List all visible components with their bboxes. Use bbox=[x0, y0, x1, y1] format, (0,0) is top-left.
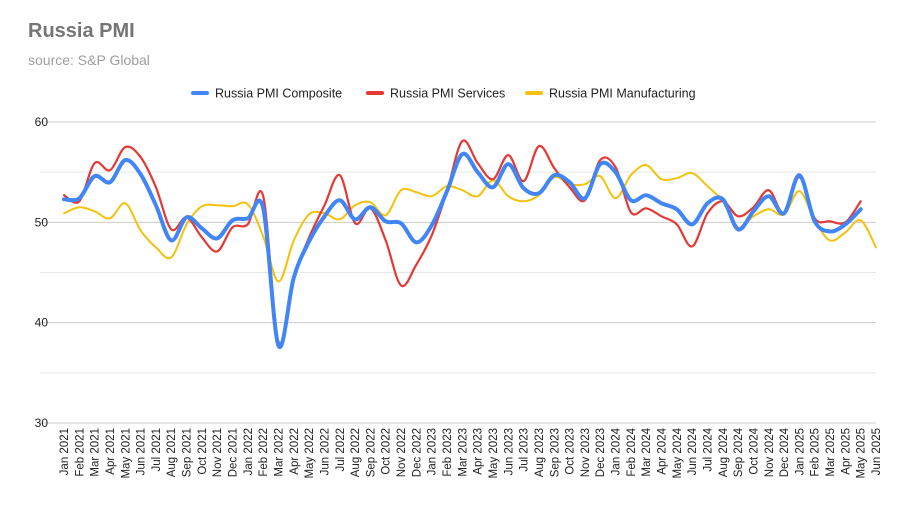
x-tick-label: Jul 2022 bbox=[335, 428, 347, 471]
x-tick-label: Jul 2024 bbox=[702, 427, 714, 471]
x-tick-label: Jan 2022 bbox=[243, 428, 255, 475]
x-tick-label: Jan 2021 bbox=[59, 428, 71, 475]
grid-lines bbox=[40, 121, 876, 424]
x-tick-label: Aug 2021 bbox=[166, 428, 178, 477]
x-tick-label: Apr 2024 bbox=[657, 427, 669, 474]
chart-title: Russia PMI bbox=[28, 20, 135, 42]
x-tick-label: May 2023 bbox=[488, 428, 500, 479]
x-tick-label: Sep 2022 bbox=[365, 428, 377, 477]
x-tick-label: May 2021 bbox=[120, 428, 132, 479]
x-tick-label: Dec 2024 bbox=[779, 427, 791, 477]
x-tick-label: Dec 2022 bbox=[411, 428, 423, 477]
x-tick-label: Jan 2024 bbox=[611, 427, 623, 475]
x-tick-label: Mar 2022 bbox=[273, 428, 285, 477]
y-tick-label: 30 bbox=[35, 416, 49, 430]
x-tick-label: Jun 2022 bbox=[319, 428, 331, 475]
x-tick-label: Mar 2023 bbox=[457, 428, 469, 477]
x-tick-label: Nov 2021 bbox=[212, 428, 224, 477]
x-tick-label: Sep 2024 bbox=[733, 427, 745, 477]
x-tick-label: Nov 2024 bbox=[764, 427, 776, 477]
y-axis-ticks: 30 40 50 60 bbox=[35, 115, 49, 430]
legend-label-russia-pmi-composite: Russia PMI Composite bbox=[215, 87, 342, 101]
x-tick-label: Feb 2025 bbox=[810, 428, 822, 477]
x-tick-label: Oct 2023 bbox=[565, 428, 577, 475]
x-tick-label: Mar 2025 bbox=[825, 428, 837, 477]
x-tick-label: Feb 2024 bbox=[626, 427, 638, 476]
x-tick-label: Jun 2021 bbox=[136, 428, 148, 475]
x-tick-label: May 2025 bbox=[856, 428, 868, 479]
legend: Russia PMI Composite Russia PMI Services R… bbox=[191, 87, 696, 101]
x-tick-label: Feb 2023 bbox=[442, 428, 454, 477]
y-tick-label: 60 bbox=[35, 115, 49, 129]
x-tick-label: Mar 2024 bbox=[641, 427, 653, 476]
x-tick-label: Apr 2023 bbox=[473, 428, 485, 475]
y-tick-label: 50 bbox=[35, 215, 49, 229]
x-tick-label: Aug 2022 bbox=[350, 428, 362, 477]
x-tick-label: May 2022 bbox=[304, 428, 316, 479]
x-tick-label: Sep 2021 bbox=[182, 428, 194, 477]
x-tick-label: Jan 2023 bbox=[427, 428, 439, 475]
x-tick-label: Dec 2023 bbox=[595, 428, 607, 477]
x-tick-label: Sep 2023 bbox=[549, 428, 561, 477]
x-tick-label: Nov 2022 bbox=[396, 428, 408, 477]
x-tick-label: Feb 2022 bbox=[258, 428, 270, 477]
x-tick-label: Oct 2022 bbox=[381, 428, 393, 475]
x-axis-ticks: Jan 2021 Feb 2021 Mar 2021 Apr 2021 May 2021… bbox=[59, 427, 883, 478]
x-tick-label: Oct 2024 bbox=[748, 427, 760, 474]
x-tick-label: Jun 2025 bbox=[871, 428, 883, 475]
x-tick-label: May 2024 bbox=[672, 427, 684, 478]
legend-label-russia-pmi-manufacturing: Russia PMI Manufacturing bbox=[549, 87, 696, 101]
series-line-russia-pmi-composite bbox=[62, 151, 863, 350]
x-tick-label: Jan 2025 bbox=[794, 428, 806, 475]
series-line-russia-pmi-services bbox=[62, 139, 862, 345]
x-tick-label: Mar 2021 bbox=[90, 428, 102, 477]
legend-label-russia-pmi-services: Russia PMI Services bbox=[390, 87, 505, 101]
series-lines bbox=[62, 139, 877, 350]
x-tick-label: Jul 2021 bbox=[151, 428, 163, 471]
x-tick-label: Dec 2021 bbox=[228, 428, 240, 477]
x-tick-label: Feb 2021 bbox=[74, 428, 86, 477]
chart-subtitle: source: S&P Global bbox=[28, 52, 150, 68]
x-tick-label: Nov 2023 bbox=[580, 428, 592, 477]
x-tick-label: Aug 2024 bbox=[718, 427, 730, 477]
x-tick-label: Jul 2023 bbox=[519, 428, 531, 471]
x-tick-label: Jun 2023 bbox=[503, 428, 515, 475]
x-tick-label: Apr 2022 bbox=[289, 428, 301, 475]
series-line-russia-pmi-manufacturing bbox=[63, 164, 877, 283]
x-tick-label: Jun 2024 bbox=[687, 427, 699, 475]
x-tick-label: Apr 2021 bbox=[105, 428, 117, 475]
x-tick-label: Apr 2025 bbox=[840, 428, 852, 475]
x-tick-label: Oct 2021 bbox=[197, 428, 209, 475]
x-tick-label: Aug 2023 bbox=[534, 428, 546, 477]
y-tick-label: 40 bbox=[35, 316, 49, 330]
